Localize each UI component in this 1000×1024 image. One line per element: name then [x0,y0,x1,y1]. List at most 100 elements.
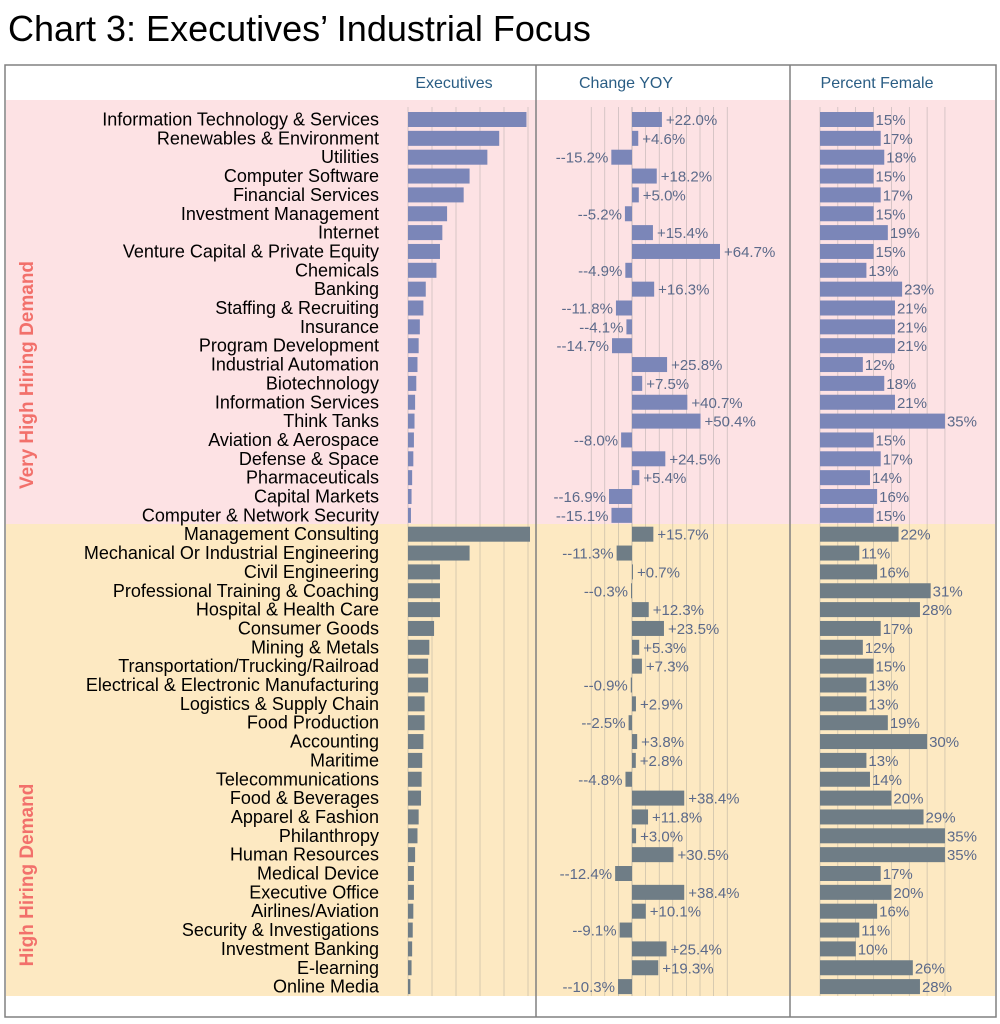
percent-female-label: 15% [876,206,906,223]
change-yoy-label: --15.2% [556,150,609,167]
executives-bar [408,187,464,203]
percent-female-label: 15% [876,169,906,186]
percent-female-label: 28% [922,979,952,996]
change-yoy-label: +5.0% [643,187,686,204]
change-yoy-label: +5.3% [643,640,686,657]
percent-female-label: 11% [861,546,890,563]
percent-female-bar [820,149,885,165]
percent-female-bar [820,338,895,354]
percent-female-bar [820,809,924,825]
category-label: Food & Beverages [230,788,379,808]
executives-bar [408,168,470,184]
category-label: Defense & Space [239,449,379,469]
executives-bar [408,639,430,655]
executives-bar [408,394,416,410]
change-yoy-label: +4.6% [642,131,685,148]
change-yoy-label: +0.7% [637,564,680,581]
panel-title-percent_female: Percent Female [821,75,934,92]
percent-female-bar [820,979,920,995]
change-yoy-bar [632,112,662,127]
executives-bar [408,225,443,241]
change-yoy-bar [632,734,638,750]
executives-bar [408,489,412,504]
change-yoy-label: +7.3% [646,659,689,676]
change-yoy-bar [632,809,649,825]
change-yoy-bar [632,187,639,203]
change-yoy-bar [632,564,633,580]
category-label: Utilities [321,147,379,167]
change-yoy-label: --2.5% [581,715,625,732]
category-label: Accounting [290,732,379,752]
percent-female-label: 14% [872,772,902,789]
percent-female-bar [820,470,870,486]
percent-female-bar [820,281,903,297]
executives-bar [408,413,415,429]
change-yoy-bar [632,696,636,712]
percent-female-bar [820,130,881,146]
change-yoy-label: +5.4% [643,470,686,487]
change-yoy-bar [632,828,637,844]
category-label: Renewables & Environment [157,128,379,148]
category-label: Executive Office [249,882,379,902]
change-yoy-bar [632,394,688,410]
change-yoy-bar [612,338,632,354]
change-yoy-bar [609,489,632,504]
category-label: Hospital & Health Care [196,600,379,620]
change-yoy-label: --4.1% [579,319,623,336]
executives-bar [408,790,422,806]
change-yoy-bar [632,375,643,391]
percent-female-bar [820,639,863,655]
category-label: Maritime [310,750,379,770]
executives-bar [408,526,530,542]
executives-bar [408,281,426,297]
percent-female-bar [820,507,874,523]
percent-female-label: 12% [865,640,895,657]
percent-female-bar [820,903,878,919]
category-label: Pharmaceuticals [246,468,379,488]
category-label: Telecommunications [216,769,379,789]
percent-female-bar [820,375,885,391]
change-yoy-bar [632,884,685,900]
change-yoy-label: +2.9% [640,696,683,713]
change-yoy-bar [611,507,632,523]
change-yoy-bar [632,168,657,184]
change-yoy-bar [632,451,666,467]
percent-female-label: 20% [893,885,923,902]
change-yoy-label: +19.3% [662,960,713,977]
change-yoy-bar [632,243,720,259]
executives-bar [408,960,412,976]
change-yoy-label: +15.7% [657,527,708,544]
executives-bar [408,620,435,636]
category-label: Electrical & Electronic Manufacturing [86,675,379,695]
executives-bar [408,375,417,391]
percent-female-bar [820,206,874,222]
percent-female-label: 11% [861,923,890,940]
change-yoy-label: +50.4% [705,414,756,431]
change-yoy-bar [632,413,701,429]
change-yoy-label: +16.3% [658,282,709,299]
percent-female-bar [820,357,863,373]
change-yoy-bar [632,960,659,976]
change-yoy-bar [615,300,632,316]
change-yoy-bar [632,941,667,957]
change-yoy-bar [632,752,636,768]
change-yoy-bar [631,583,632,599]
change-yoy-label: +40.7% [691,395,742,412]
percent-female-label: 21% [897,319,927,336]
change-yoy-bar [616,545,632,561]
executives-bar [408,752,423,768]
change-yoy-label: --11.3% [562,546,613,563]
percent-female-bar [820,677,867,693]
category-label: Capital Markets [254,487,379,507]
change-yoy-bar [628,715,632,731]
percent-female-label: 31% [933,583,963,600]
percent-female-label: 16% [879,564,909,581]
change-yoy-label: --4.8% [578,772,622,789]
category-label: Banking [314,279,379,299]
executives-bar [408,734,424,750]
executives-bar [408,922,413,938]
change-yoy-label: +24.5% [669,451,720,468]
percent-female-label: 17% [883,187,913,204]
change-yoy-bar [617,979,632,995]
change-yoy-bar [632,526,654,542]
